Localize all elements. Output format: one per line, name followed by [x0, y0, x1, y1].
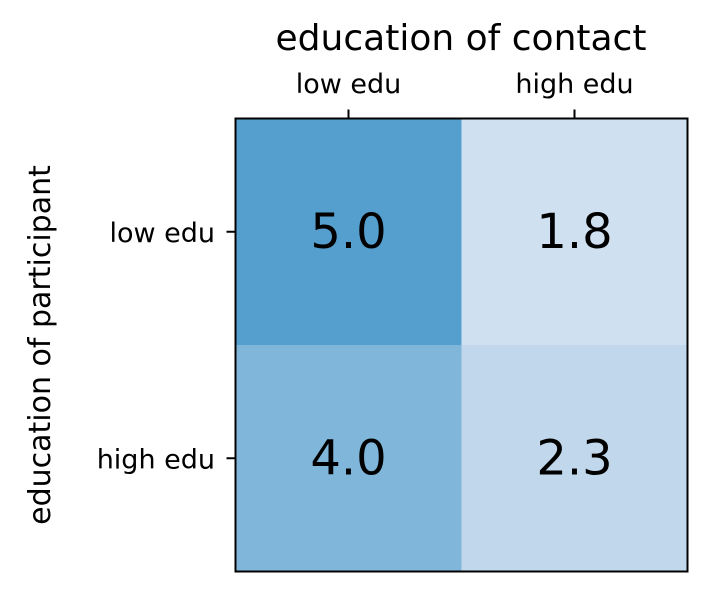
cell-value-label-1-0: 4.0	[310, 430, 386, 486]
axis-ticks: low edu high edu low edu high edu	[97, 69, 634, 475]
heatmap-cells: 5.0 1.8 4.0 2.3	[235, 118, 688, 572]
heatmap-cell-1-1	[461, 345, 688, 572]
cell-value-label-0-1: 1.8	[536, 204, 612, 260]
y-tick-label-0: low edu	[109, 218, 215, 249]
x-tick-label-1: high edu	[515, 69, 633, 100]
heatmap-cell-0-0	[235, 118, 462, 345]
x-tick-label-0: low edu	[296, 69, 402, 100]
y-axis-title: education of participant	[23, 165, 58, 525]
heatmap-cell-1-0	[235, 345, 462, 572]
y-tick-label-1: high edu	[97, 444, 215, 475]
cell-value-label-1-1: 2.3	[536, 430, 612, 486]
x-axis-title: education of contact	[276, 18, 647, 59]
plot-frame	[234, 117, 689, 573]
cell-value-label-0-0: 5.0	[310, 204, 386, 260]
heatmap-cell-0-1	[461, 118, 688, 345]
